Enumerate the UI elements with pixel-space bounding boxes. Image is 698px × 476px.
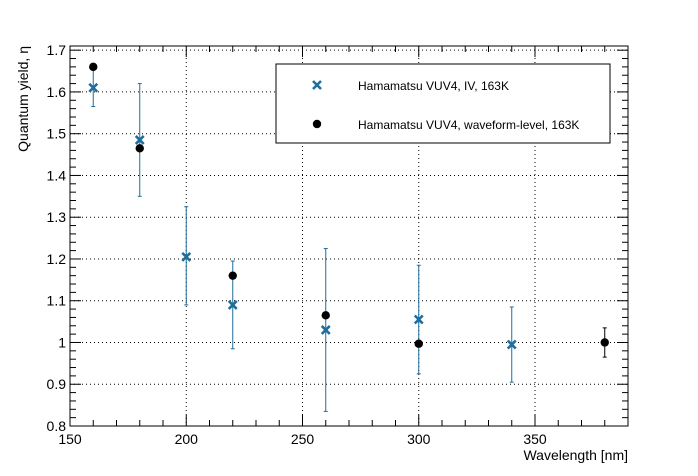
y-tick-label: 1.7 xyxy=(47,42,67,58)
legend-label-iv: Hamamatsu VUV4, IV, 163K xyxy=(358,79,509,93)
y-tick-label: 1.1 xyxy=(47,293,67,309)
data-point-waveform xyxy=(228,271,237,280)
data-point-waveform xyxy=(600,338,609,347)
data-point-iv xyxy=(181,251,192,262)
x-tick-label: 350 xyxy=(523,431,547,447)
y-axis-label: Quantum yield, η xyxy=(15,46,31,152)
tick-labels: 150 200 250 300 350 0.8 0.9 1 1.1 1.2 1.3 1.4 1.5 1.6… xyxy=(47,42,547,447)
x-tick-label: 300 xyxy=(407,431,431,447)
legend-marker-dot xyxy=(312,119,322,129)
axis-ticks xyxy=(69,46,628,427)
y-tick-label: 0.9 xyxy=(47,376,67,392)
data-point-iv xyxy=(227,299,238,310)
y-tick-label: 1.4 xyxy=(47,167,67,183)
data-point-iv xyxy=(88,82,99,93)
data-points xyxy=(88,62,609,412)
legend-label-waveform: Hamamatsu VUV4, waveform-level, 163K xyxy=(358,118,579,132)
y-tick-label: 1.5 xyxy=(47,126,67,142)
x-tick-label: 250 xyxy=(291,431,315,447)
y-tick-label: 1.2 xyxy=(47,251,67,267)
y-tick-label: 1.3 xyxy=(47,209,67,225)
y-tick-label: 1.6 xyxy=(47,84,67,100)
data-point-waveform xyxy=(135,144,144,153)
legend-marker-waveform xyxy=(312,119,322,129)
x-tick-label: 150 xyxy=(58,431,82,447)
data-point-iv xyxy=(506,339,517,350)
legend-marker-x xyxy=(312,80,322,90)
y-tick-label: 0.8 xyxy=(47,418,67,434)
legend: Hamamatsu VUV4, IV, 163K Hamamatsu VUV4,… xyxy=(275,63,611,144)
x-axis-label: Wavelength [nm] xyxy=(523,447,628,463)
data-point-waveform xyxy=(414,339,423,348)
data-point-iv xyxy=(413,314,424,325)
data-point-iv xyxy=(320,325,331,335)
legend-marker-iv xyxy=(312,80,322,90)
data-point-iv xyxy=(134,135,145,145)
x-tick-label: 200 xyxy=(175,431,199,447)
data-point-waveform xyxy=(89,62,98,72)
y-tick-label: 1 xyxy=(58,334,66,350)
legend-box xyxy=(275,63,611,144)
data-point-waveform xyxy=(321,311,330,320)
